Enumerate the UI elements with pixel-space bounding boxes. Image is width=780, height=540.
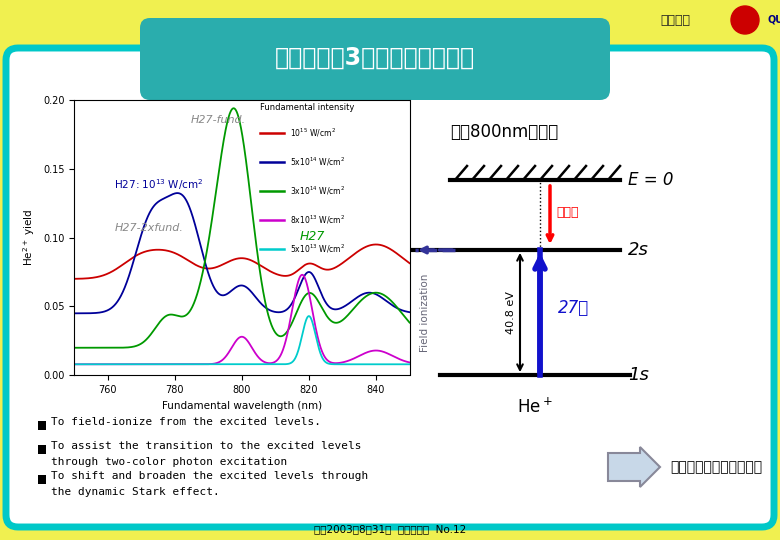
Text: E = 0: E = 0 (628, 171, 673, 189)
Text: QUEST: QUEST (768, 14, 780, 24)
Text: H27-2xfund.: H27-2xfund. (115, 222, 183, 233)
Text: 複雑な基本波強度依存性: 複雑な基本波強度依存性 (670, 460, 762, 474)
Bar (38, 421, 46, 430)
Text: 波長800nmの場合: 波長800nmの場合 (450, 123, 558, 141)
Text: Fundamental intensity: Fundamental intensity (261, 103, 355, 112)
Text: H27: H27 (300, 231, 325, 244)
Circle shape (731, 6, 759, 34)
Text: 5x10$^{14}$ W/cm$^2$: 5x10$^{14}$ W/cm$^2$ (290, 156, 346, 168)
Polygon shape (608, 447, 660, 487)
Text: 10$^{15}$ W/cm$^2$: 10$^{15}$ W/cm$^2$ (290, 127, 336, 139)
Bar (38, 445, 46, 454)
Text: To field-ionize from the excited levels.: To field-ionize from the excited levels. (51, 417, 321, 427)
Bar (38, 475, 46, 484)
Text: 基本波には3つの役割がある。: 基本波には3つの役割がある。 (275, 46, 475, 70)
Text: H27-fund.: H27-fund. (191, 116, 246, 125)
Text: 5x10$^{13}$ W/cm$^2$: 5x10$^{13}$ W/cm$^2$ (290, 242, 346, 255)
Text: To assist the transition to the excited levels: To assist the transition to the excited … (51, 441, 361, 451)
Text: 2s: 2s (628, 241, 649, 259)
Text: the dynamic Stark effect.: the dynamic Stark effect. (51, 487, 220, 497)
FancyBboxPatch shape (6, 48, 774, 527)
Text: To shift and broaden the excited levels through: To shift and broaden the excited levels … (51, 471, 368, 481)
Y-axis label: He$^{2+}$ yield: He$^{2+}$ yield (22, 209, 37, 266)
Text: through two-color photon excitation: through two-color photon excitation (51, 457, 287, 467)
Text: 応物2003年8月31日  石川顕一ー  No.12: 応物2003年8月31日 石川顕一ー No.12 (314, 524, 466, 534)
FancyBboxPatch shape (140, 18, 610, 100)
Text: Field ionization: Field ionization (420, 273, 430, 352)
X-axis label: Fundamental wavelength (nm): Fundamental wavelength (nm) (161, 401, 322, 410)
Text: 石川顕一: 石川顕一 (660, 14, 690, 27)
Text: 27次: 27次 (558, 299, 589, 316)
Text: 基本波: 基本波 (556, 206, 579, 219)
Text: H27: 10$^{13}$ W/cm$^2$: H27: 10$^{13}$ W/cm$^2$ (115, 178, 204, 192)
Text: 40.8 eV: 40.8 eV (506, 291, 516, 334)
Text: He$^+$: He$^+$ (517, 397, 553, 416)
Text: 8x10$^{13}$ W/cm$^2$: 8x10$^{13}$ W/cm$^2$ (290, 213, 346, 226)
Text: 1s: 1s (628, 366, 649, 384)
Text: 3x10$^{14}$ W/cm$^2$: 3x10$^{14}$ W/cm$^2$ (290, 185, 346, 197)
